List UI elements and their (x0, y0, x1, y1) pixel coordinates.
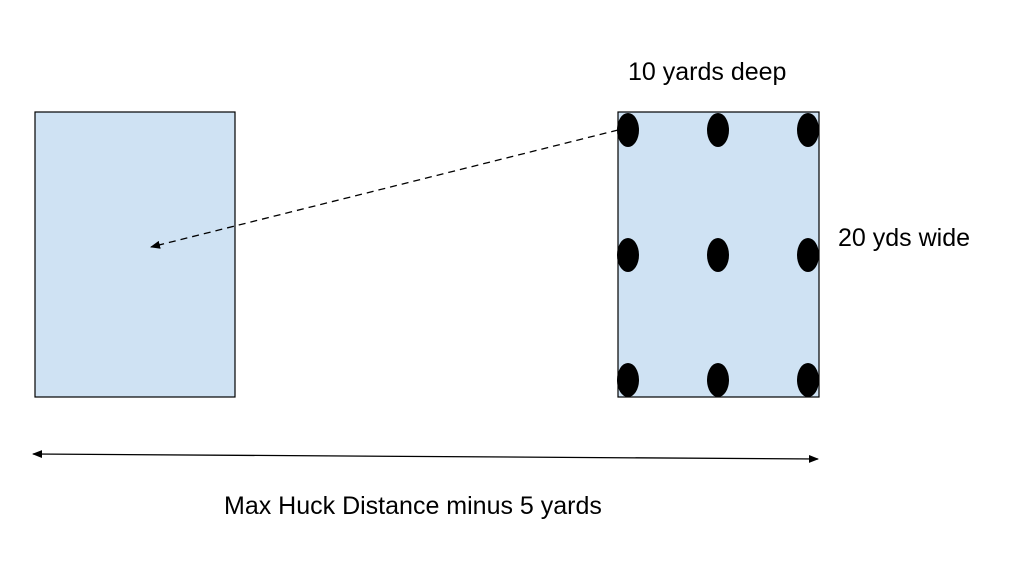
player-marker (707, 363, 729, 397)
player-markers (617, 113, 819, 397)
distance-arrow (32, 450, 819, 463)
player-marker (617, 113, 639, 147)
distance-label: Max Huck Distance minus 5 yards (224, 492, 602, 520)
depth-label: 10 yards deep (628, 58, 787, 86)
player-marker (707, 238, 729, 272)
player-marker (617, 238, 639, 272)
player-marker (707, 113, 729, 147)
player-marker (797, 113, 819, 147)
target-zone (34, 111, 236, 398)
player-marker (797, 238, 819, 272)
player-marker (797, 363, 819, 397)
player-marker (617, 363, 639, 397)
huck-arrow (150, 129, 619, 249)
width-label: 20 yds wide (838, 224, 971, 252)
